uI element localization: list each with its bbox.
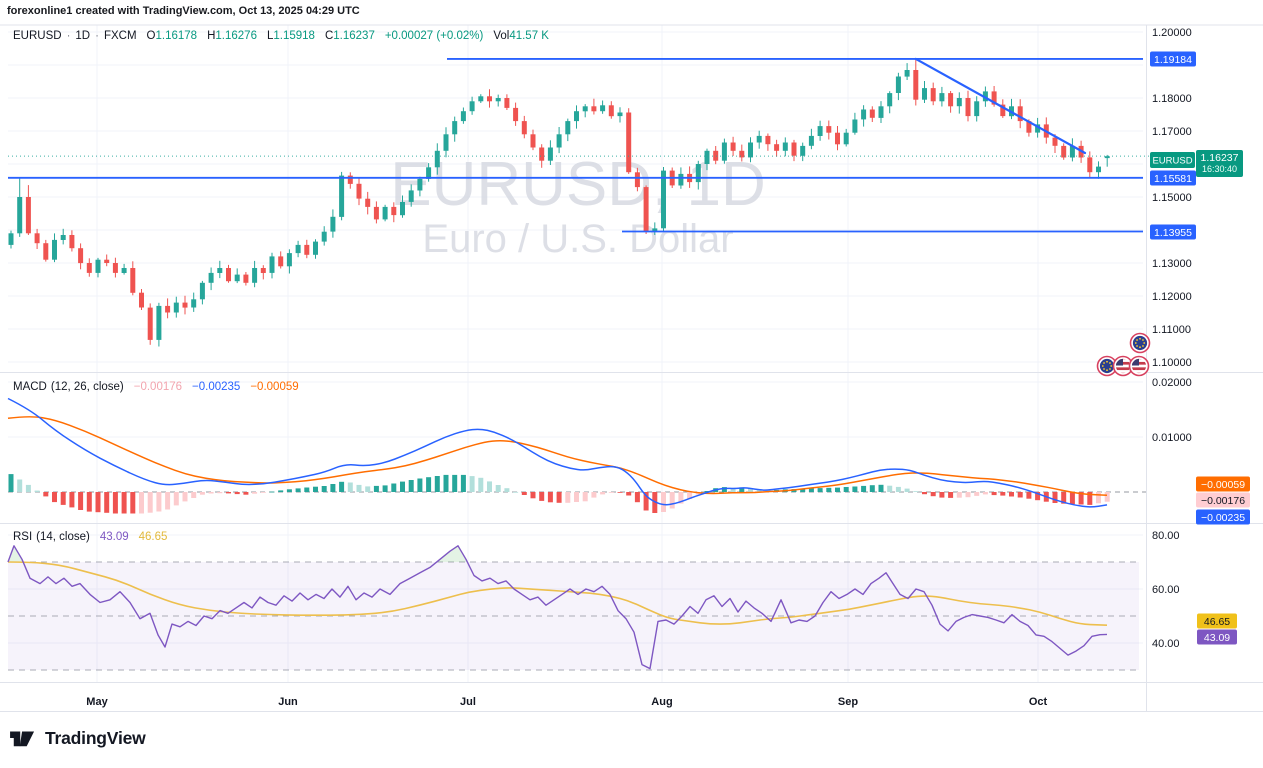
current-price-time: 16:30:40 [1202,164,1237,174]
axis-badge [1196,492,1250,508]
axis-label: 1.15000 [1152,192,1192,204]
volume-value: 41.57 K [509,30,549,42]
open-value: 1.16178 [155,30,198,42]
macd-line-value: −0.00235 [192,381,241,393]
axis-label: 40.00 [1152,638,1180,650]
axis-badges: 1.19184 1.15581 1.13955 EURUSD 1.1623716:30:… [1150,51,1250,645]
close-value: 1.16237 [333,30,375,42]
time-axis-label: Jul [460,696,476,708]
rsi-legend[interactable]: RSI (14, close) 43.09 46.65 [13,531,167,543]
axis-label: 0.02000 [1152,377,1192,389]
low-label: L [266,30,274,42]
rsi-band [8,561,1139,671]
axis-badge-label: 1.13955 [1154,227,1192,239]
time-axis[interactable]: May Jun Jul Aug Sep Oct [86,696,1047,708]
axis-badge-label: 43.09 [1204,632,1230,644]
axis-label: 1.13000 [1152,258,1192,270]
low-value: 1.15918 [273,30,315,42]
close-label: C [324,30,334,42]
axis-badge [1150,224,1196,240]
tradingview-logo-icon [10,731,35,747]
macd-params: (12, 26, close) [50,381,124,393]
axis-label: 1.20000 [1152,27,1192,39]
rsi-ma-value: 46.65 [138,531,168,543]
time-axis-label: Oct [1029,696,1048,708]
credit-line: forexonline1 created with TradingView.co… [7,5,360,17]
current-price-badge [1196,150,1243,177]
candlestick-series [8,58,1110,347]
price-axis[interactable]: 1.20000 1.18000 1.17000 1.15000 1.13000 1.120… [1152,27,1192,650]
symbol-name: EURUSD [13,30,62,42]
us-flag-icon[interactable] [1128,355,1150,377]
axis-label: 1.12000 [1152,291,1192,303]
macd-legend[interactable]: MACD (12, 26, close) −0.00176 −0.00235 −… [13,381,299,393]
time-axis-label: Jun [278,696,298,708]
legend-separator: · [95,30,99,42]
change-value: +0.00027 (+0.02%) [384,30,484,42]
axis-label: 60.00 [1152,584,1180,596]
axis-label: 0.01000 [1152,432,1192,444]
time-axis-label: Sep [838,696,858,708]
trendline-drawings[interactable] [8,57,1196,233]
volume-label: Vol [493,30,510,42]
axis-label: 80.00 [1152,530,1180,542]
axis-badge [1197,629,1237,645]
rsi-params: (14, close) [36,531,90,543]
watermark-line2: Euro / U.S. Dollar [422,217,733,261]
axis-badge-label: −0.00235 [1201,512,1245,524]
watermark-line1: EURUSD, 1D [390,150,766,219]
panel-separators [0,24,1263,712]
economic-event-flags[interactable] [1096,332,1151,377]
axis-badge [1196,509,1250,525]
axis-badge [1197,613,1237,629]
price-legend[interactable]: EURUSD · 1D · FXCM O 1.16178 H 1.16276 L… [13,30,549,42]
axis-badge [1150,170,1196,186]
axis-label: 1.10000 [1152,357,1192,369]
axis-label: 1.17000 [1152,126,1192,138]
axis-label: 1.11000 [1152,324,1191,336]
current-price-value: 1.16237 [1201,152,1239,164]
axis-label: 1.18000 [1152,93,1192,105]
macd-title: MACD [13,381,47,393]
legend-separator: · [66,30,71,42]
axis-badge-label: 46.65 [1204,616,1230,628]
rsi-series [7,545,1108,670]
axis-badge-label: 1.15581 [1154,173,1192,185]
time-axis-label: May [86,696,108,708]
tradingview-logo[interactable]: TradingView [9,726,146,750]
rsi-title: RSI [13,531,33,543]
open-label: O [146,30,156,42]
interval-label: 1D [75,30,91,42]
axis-badge [1150,152,1195,168]
macd-hist-value: −0.00176 [133,381,183,393]
axis-badge-label: −0.00059 [1201,479,1245,491]
high-value: 1.16276 [215,30,257,42]
eu-flag-icon[interactable] [1129,332,1151,354]
axis-badge-label: EURUSD [1152,155,1192,166]
brand-name: TradingView [45,727,146,748]
time-axis-label: Aug [651,696,672,708]
eu-flag-icon[interactable] [1096,355,1118,377]
high-label: H [207,30,216,42]
rsi-value: 43.09 [99,531,129,543]
axis-badge-label: 1.19184 [1154,54,1192,66]
axis-badge [1196,476,1250,492]
axis-badge-label: −0.00176 [1201,495,1245,507]
exchange-label: FXCM [103,30,137,42]
macd-series [7,397,1147,514]
axis-badge [1150,51,1196,67]
macd-signal-value: −0.00059 [250,381,299,393]
